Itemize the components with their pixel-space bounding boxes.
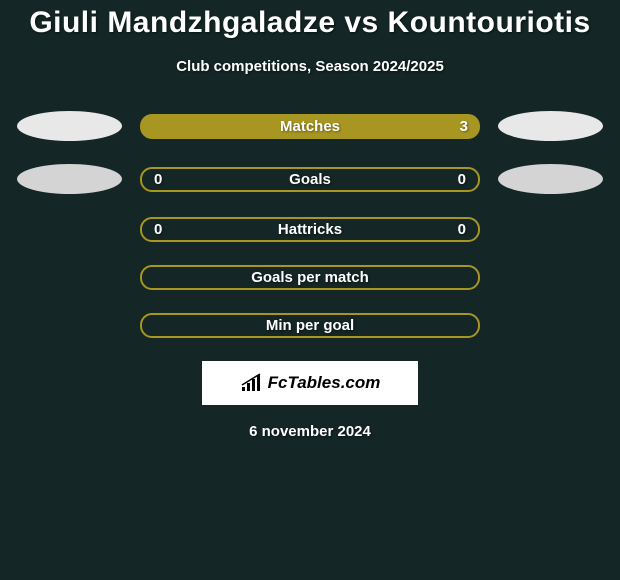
stat-label: Goals xyxy=(142,171,478,188)
subtitle: Club competitions, Season 2024/2025 xyxy=(0,58,620,75)
stat-bar: Matches 3 xyxy=(140,114,480,139)
date-text: 6 november 2024 xyxy=(0,423,620,440)
stat-label: Goals per match xyxy=(142,269,478,286)
right-ellipse xyxy=(498,164,603,194)
stat-row-hattricks: 0 Hattricks 0 xyxy=(0,217,620,242)
chart-icon xyxy=(240,373,264,393)
stat-row-matches: Matches 3 xyxy=(0,111,620,141)
stat-bar: Min per goal xyxy=(140,313,480,338)
stat-bar: 0 Goals 0 xyxy=(140,167,480,192)
page-title: Giuli Mandzhgaladze vs Kountouriotis xyxy=(0,6,620,40)
left-ellipse xyxy=(17,111,122,141)
stat-value-right: 3 xyxy=(460,118,468,135)
stat-label: Matches xyxy=(140,118,480,135)
stat-value-right: 0 xyxy=(458,221,466,238)
stat-value-right: 0 xyxy=(458,171,466,188)
stat-row-goals: 0 Goals 0 xyxy=(0,164,620,194)
left-ellipse xyxy=(17,164,122,194)
stat-bar: 0 Hattricks 0 xyxy=(140,217,480,242)
logo-box[interactable]: FcTables.com xyxy=(202,361,418,405)
stat-label: Hattricks xyxy=(142,221,478,238)
stat-value-left: 0 xyxy=(154,171,162,188)
stat-row-gpm: Goals per match xyxy=(0,265,620,290)
logo-text: FcTables.com xyxy=(268,373,381,393)
stat-row-mpg: Min per goal xyxy=(0,313,620,338)
stat-label: Min per goal xyxy=(142,317,478,334)
stat-value-left: 0 xyxy=(154,221,162,238)
stat-bar: Goals per match xyxy=(140,265,480,290)
right-ellipse xyxy=(498,111,603,141)
